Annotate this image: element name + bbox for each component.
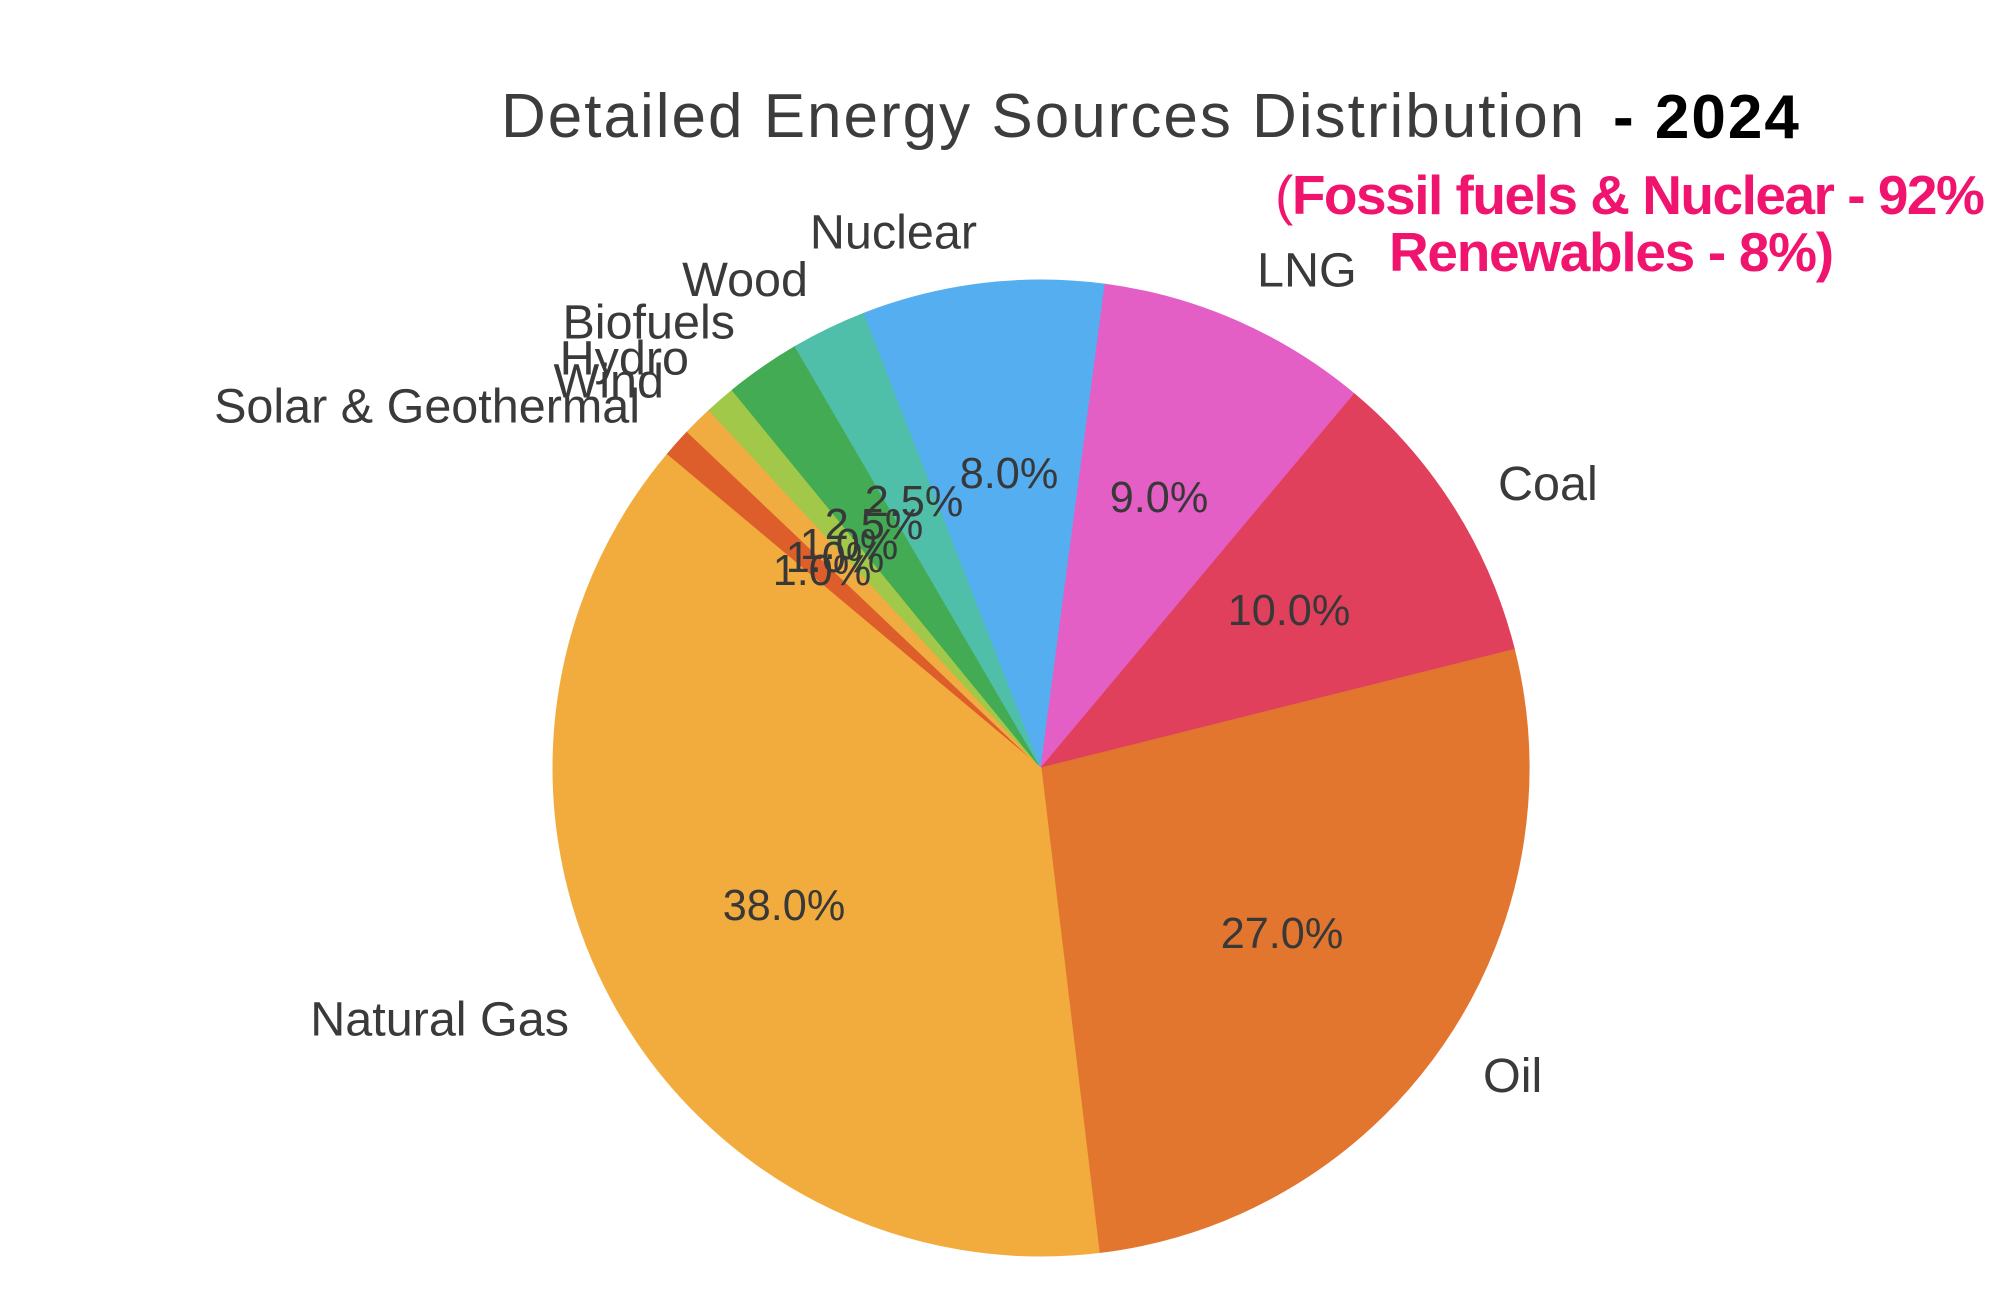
svg-text:Coal: Coal	[1498, 457, 1598, 511]
svg-text:Hydro: Hydro	[560, 332, 689, 386]
svg-text:1.0%: 1.0%	[773, 547, 871, 595]
svg-text:9.0%: 9.0%	[1110, 474, 1208, 522]
svg-text:Oil: Oil	[1483, 1049, 1542, 1103]
svg-text:Biofuels: Biofuels	[562, 296, 735, 350]
svg-text:Wind: Wind	[554, 355, 665, 409]
svg-text:Detailed Energy Sources Distri: Detailed Energy Sources Distribution	[501, 82, 1586, 151]
svg-text:LNG: LNG	[1257, 244, 1357, 298]
svg-text:1.0%: 1.0%	[800, 521, 898, 569]
svg-text:27.0%: 27.0%	[1221, 910, 1343, 958]
svg-text:38.0%: 38.0%	[723, 882, 845, 930]
svg-text:2.5%: 2.5%	[865, 478, 963, 526]
svg-text:1.0%: 1.0%	[786, 534, 884, 582]
svg-text:2.5%: 2.5%	[825, 501, 923, 549]
svg-text:Nuclear: Nuclear	[810, 206, 977, 260]
svg-text:Natural Gas: Natural Gas	[310, 993, 569, 1047]
svg-text:8.0%: 8.0%	[960, 450, 1058, 498]
svg-text:- 2024: - 2024	[1613, 83, 1801, 152]
svg-text:Wood: Wood	[682, 253, 808, 307]
svg-text:Renewables - 8%): Renewables - 8%)	[1389, 221, 1833, 283]
svg-text:10.0%: 10.0%	[1228, 587, 1350, 635]
svg-text:(Fossil fuels & Nuclear - 92%: (Fossil fuels & Nuclear - 92%	[1275, 164, 1984, 226]
svg-text:Solar & Geothermal: Solar & Geothermal	[214, 380, 640, 434]
